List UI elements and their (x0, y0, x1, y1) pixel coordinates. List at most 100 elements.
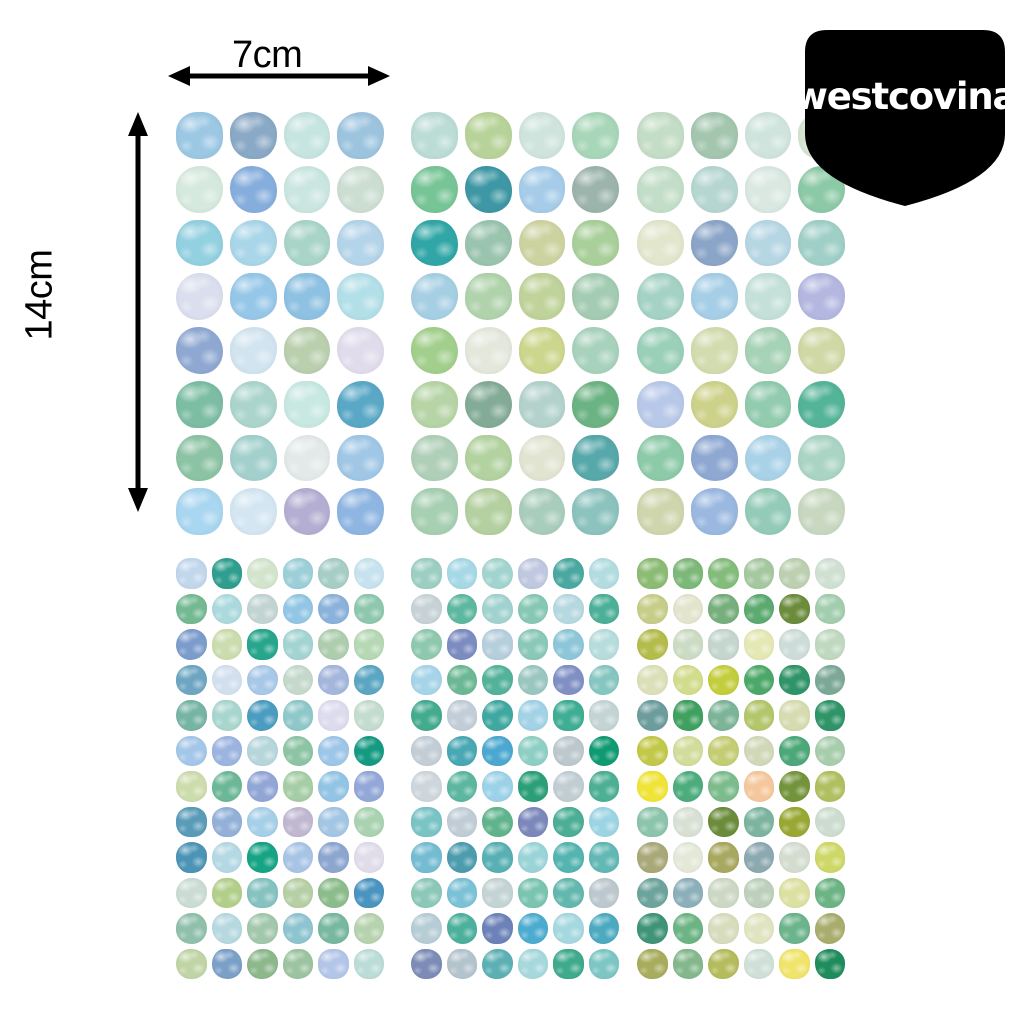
dot (464, 488, 512, 535)
dot (247, 913, 278, 944)
dot (318, 664, 349, 695)
dot (411, 593, 442, 624)
dot (353, 558, 384, 589)
dot (672, 558, 703, 589)
dot (588, 948, 619, 979)
dot (517, 948, 548, 979)
dot (672, 877, 703, 908)
dot (690, 219, 738, 267)
dot (690, 434, 738, 482)
dot (553, 629, 584, 660)
dot (814, 629, 845, 660)
dot (798, 327, 845, 374)
dot (637, 735, 668, 766)
dot (708, 735, 739, 766)
dot (744, 380, 792, 428)
dot (247, 558, 278, 589)
dot (211, 771, 242, 802)
dot (588, 913, 619, 944)
dot (283, 488, 331, 535)
dot (637, 112, 684, 159)
dot (517, 913, 548, 944)
dot (637, 771, 668, 802)
dot (779, 877, 810, 908)
dot (353, 948, 384, 979)
dot (588, 700, 619, 731)
sticker-sheet-1 (176, 112, 384, 535)
dot (482, 806, 513, 837)
dot (518, 112, 566, 159)
dot (708, 558, 739, 589)
dot (744, 488, 792, 535)
dot (588, 629, 619, 660)
dot (798, 219, 845, 267)
dot (708, 842, 739, 873)
dot (247, 735, 278, 766)
dot (518, 165, 566, 213)
dot (318, 735, 349, 766)
dot (708, 700, 739, 731)
dot (229, 327, 277, 374)
dot (176, 380, 223, 428)
dot (743, 593, 774, 624)
dot (708, 806, 739, 837)
dot (690, 273, 738, 320)
dot (318, 771, 349, 802)
dot (572, 165, 619, 213)
dot (482, 913, 513, 944)
dot (517, 629, 548, 660)
dot (744, 327, 792, 374)
dot (708, 771, 739, 802)
dot (690, 327, 738, 374)
dot (464, 434, 512, 482)
dot (637, 327, 684, 374)
dot (211, 913, 242, 944)
dot (708, 877, 739, 908)
dot (176, 488, 223, 535)
dot (318, 877, 349, 908)
dot (318, 593, 349, 624)
dot (690, 380, 738, 428)
dot (247, 700, 278, 731)
dot (779, 842, 810, 873)
dot (588, 593, 619, 624)
dot (708, 629, 739, 660)
sticker-sheet-6 (637, 558, 845, 979)
dot (672, 771, 703, 802)
dot (176, 735, 207, 766)
dot (482, 593, 513, 624)
dot (553, 664, 584, 695)
dot (743, 806, 774, 837)
dot (318, 700, 349, 731)
dot (553, 593, 584, 624)
dot (744, 434, 792, 482)
dot (337, 380, 384, 428)
dot (176, 913, 207, 944)
dot (247, 593, 278, 624)
dot (482, 664, 513, 695)
dot (672, 806, 703, 837)
brand-badge: westcovina (794, 30, 1017, 210)
dot (553, 877, 584, 908)
dot (517, 877, 548, 908)
dot (518, 488, 566, 535)
dot (337, 327, 384, 374)
dot (247, 771, 278, 802)
dot (229, 273, 277, 320)
dot (411, 842, 442, 873)
dot (337, 273, 384, 320)
dot (176, 700, 207, 731)
dot (482, 771, 513, 802)
dot (798, 380, 845, 428)
dot (572, 273, 619, 320)
dot (553, 558, 584, 589)
dot (672, 913, 703, 944)
dot (411, 735, 442, 766)
dot (318, 558, 349, 589)
dot (411, 488, 458, 535)
dot (229, 488, 277, 535)
dot (798, 434, 845, 482)
dot (814, 593, 845, 624)
dot (588, 735, 619, 766)
